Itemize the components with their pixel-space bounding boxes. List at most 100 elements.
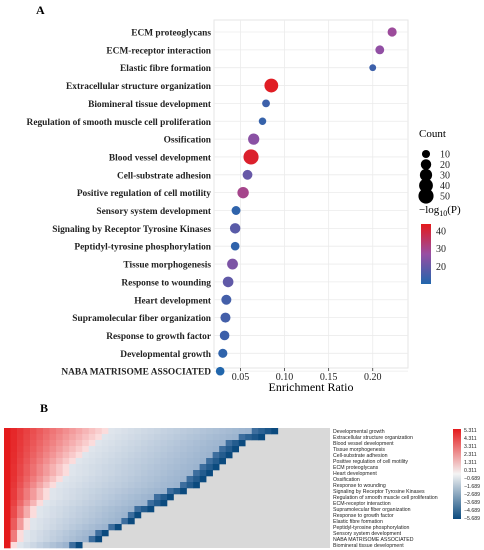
heatmap-cell [36, 458, 44, 465]
heatmap-cell [82, 524, 90, 531]
x-tick-label: 0.15 [320, 372, 338, 383]
heatmap-cell [101, 452, 109, 459]
heatmap-cell [62, 512, 70, 519]
heatmap-cell [43, 470, 50, 477]
heatmap-cell [140, 446, 148, 453]
heatmap-cell [114, 428, 122, 435]
heatmap-cell [75, 500, 83, 507]
heatmap-cell [82, 500, 90, 507]
heatmap-cell [173, 458, 181, 465]
heatmap-row-label: Sensory system development [333, 531, 402, 537]
heatmap-cell [160, 440, 168, 447]
heatmap-cell [108, 494, 116, 501]
heatmap-cell [186, 434, 194, 441]
heatmap-cell [147, 434, 155, 441]
heatmap-cell [153, 452, 161, 459]
heatmap-cell [17, 500, 24, 507]
heatmap-cell [186, 464, 194, 471]
heatmap-row-label: Cell-substrate adhesion [333, 453, 388, 459]
heatmap-cell [56, 470, 63, 477]
heatmap-cell [4, 488, 11, 495]
heatmap-cell [121, 476, 129, 483]
heatmap-cell [69, 434, 77, 441]
heatmap-cell [69, 428, 77, 435]
heatmap-cell [114, 464, 122, 471]
category-label: NABA MATRISOME ASSOCIATED [61, 368, 211, 378]
category-label: Positive regulation of cell motility [77, 189, 211, 199]
heatmap-cell [147, 506, 155, 513]
heatmap-cell [258, 428, 266, 435]
heatmap-cell [56, 494, 63, 501]
heatmap-cell [88, 440, 96, 447]
heatmap-cell [186, 440, 194, 447]
heatmap-cell [49, 440, 57, 447]
heatmap-cell [10, 524, 18, 531]
heatmap-cell [160, 458, 168, 465]
heatmap-cell [173, 482, 181, 489]
heatmap-cell [121, 470, 129, 477]
heatmap-cell [199, 464, 207, 471]
heatmap-cell [134, 500, 142, 507]
heatmap-row-label: Regulation of smooth muscle cell prolife… [333, 495, 438, 501]
heatmap-row-label: ECM proteoglycans [333, 465, 379, 471]
heatmap-colorbar-label: −5.689 [464, 516, 480, 522]
heatmap-cell [75, 458, 83, 465]
heatmap-cell [134, 476, 142, 483]
heatmap-cell [43, 506, 50, 513]
heatmap-cell [88, 434, 96, 441]
category-label: Blood vessel development [109, 153, 212, 163]
heatmap-cell [10, 512, 18, 519]
size-legend-dot [420, 159, 432, 170]
heatmap-cell [49, 536, 57, 543]
heatmap-cell [10, 428, 18, 435]
category-label: Peptidyl-tyrosine phosphorylation [74, 243, 211, 253]
heatmap-cell [134, 512, 142, 519]
heatmap-cell [75, 530, 83, 537]
heatmap-cell [219, 434, 226, 441]
heatmap-cell [62, 500, 70, 507]
heatmap-cell [153, 434, 161, 441]
heatmap-cell [127, 434, 135, 441]
heatmap-cell [114, 446, 122, 453]
heatmap-cell [69, 542, 77, 549]
heatmap-colorbar-ticks: 5.311 4.311 3.311 2.311 1.311 0.311 −0.689 −1.6… [464, 428, 480, 522]
heatmap-cell [88, 452, 96, 459]
heatmap-cell [160, 470, 168, 477]
category-label: Supramolecular fiber organization [72, 314, 211, 324]
heatmap-cell [62, 518, 70, 525]
heatmap-cell [23, 470, 31, 477]
heatmap-cell [4, 506, 11, 513]
heatmap-cell [62, 470, 70, 477]
heatmap-cell [69, 482, 77, 489]
heatmap-cell [160, 500, 168, 507]
heatmap-cell [69, 518, 77, 525]
heatmap-cell [10, 482, 18, 489]
heatmap-cell [121, 464, 129, 471]
heatmap-cell [43, 530, 50, 537]
heatmap-row-label: NABA MATRISOME ASSOCIATED [333, 537, 414, 543]
size-legend-dot [419, 178, 433, 193]
heatmap-cell [30, 512, 37, 519]
heatmap-cell [30, 428, 37, 435]
heatmap-cell [17, 506, 24, 513]
heatmap-cell [134, 482, 142, 489]
heatmap-cell [69, 446, 77, 453]
heatmap-cell [82, 434, 90, 441]
heatmap-cell [101, 476, 109, 483]
heatmap-cell [193, 434, 200, 441]
heatmap-cell [88, 512, 96, 519]
heatmap-cell [36, 464, 44, 471]
heatmap-cell [219, 440, 226, 447]
heatmap-cell [75, 470, 83, 477]
heatmap-cell [10, 488, 18, 495]
heatmap-cell [95, 488, 103, 495]
heatmap-cell [88, 476, 96, 483]
heatmap-cell [134, 488, 142, 495]
heatmap-cell [232, 446, 240, 453]
category-label: Biomineral tissue development [88, 100, 212, 110]
data-point [220, 312, 231, 323]
heatmap-cell [121, 452, 129, 459]
heatmap-cell [127, 428, 135, 435]
heatmap-cell [114, 452, 122, 459]
heatmap-cell [147, 476, 155, 483]
